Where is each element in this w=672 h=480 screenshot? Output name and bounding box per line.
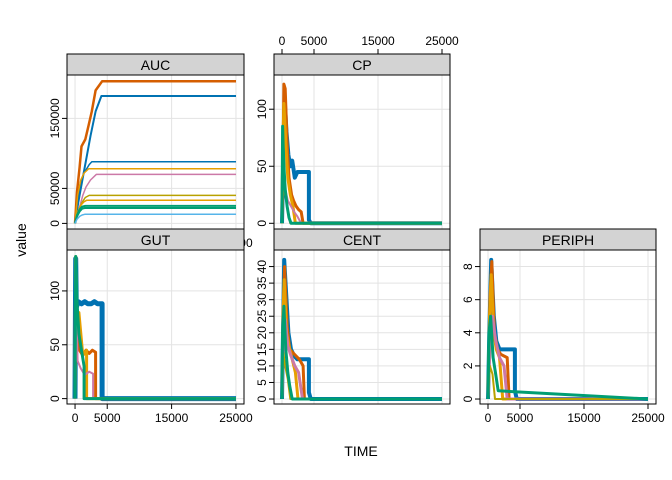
y-tick-label: 4 [461,329,475,336]
y-tick-label: 8 [461,263,475,270]
y-axis-periph: 0 2 4 6 8 [461,263,480,402]
panel-cent: CENT 0 5 10 15 20 25 30 35 40 [255,228,451,405]
series-line-auc-9 [74,207,236,224]
series-line-gut-2 [73,257,236,401]
series-line-cp-5 [281,174,442,225]
y-tick-label: 50 [48,338,62,352]
y-tick-label: 150000 [48,98,62,138]
y-tick-label: 0 [461,395,475,402]
series-line-auc-7 [74,199,236,224]
y-tick-label: 6 [461,296,475,303]
x-tick-label: 5000 [94,411,121,425]
y-tick-label: 50 [255,159,269,173]
y-axis-cp: 0 50 100 [255,99,274,227]
x-tick-label: 0 [279,34,286,48]
series-line-cp-6 [280,124,442,225]
series-line-auc-5 [74,173,236,224]
series-line-cp-2 [280,82,442,225]
panel-periph: PERIPH 0 2 4 6 8 0 5000 15000 25000 [461,228,665,425]
strip-label-periph: PERIPH [542,232,594,248]
x-axis-cp: 0 5000 15000 25000 [279,34,459,54]
y-tick-label: 30 [255,293,269,307]
panel-frame-cp [273,74,451,230]
panels-layer: AUC050000150000050001500025000CP05010005… [48,34,665,425]
gridlines-cp [274,75,450,229]
strip-cent [273,228,451,251]
series-group-cp [280,82,442,226]
series-group-periph [486,257,649,401]
series-line-cp-1 [280,95,442,226]
y-axis-cent: 0 5 10 15 20 25 30 35 40 [255,260,274,402]
y-axis-gut: 0 50 100 [48,281,67,402]
series-line-auc-2 [74,95,236,224]
y-tick-label: 0 [48,220,62,227]
series-line-auc-4 [74,168,236,224]
y-tick-label: 40 [255,260,269,274]
y-tick-label: 0 [48,395,62,402]
y-tick-label: 0 [255,395,269,402]
y-tick-label: 10 [255,359,269,373]
series-line-auc-10 [74,213,236,224]
y-tick-label: 2 [461,362,475,369]
series-line-auc-1 [73,80,236,224]
strip-label-cent: CENT [343,232,382,248]
series-group-gut [72,255,236,402]
series-line-periph-3 [486,273,648,401]
strip-gut [66,228,245,251]
x-tick-label: 5000 [301,34,328,48]
y-tick-label: 25 [255,309,269,323]
series-line-cent-3 [280,278,442,401]
x-tick-label: 0 [72,411,79,425]
y-axis-title: value [13,223,29,257]
y-tick-label: 5 [255,379,269,386]
y-tick-label: 100 [48,281,62,301]
x-tick-label: 25000 [219,411,253,425]
strip-auc [66,53,245,76]
series-group-auc [73,80,236,224]
series-group-cent [280,257,442,401]
x-axis-periph: 0 5000 15000 25000 [485,404,665,425]
panel-gut: GUT 0 50 100 0 5000 15000 25000 [48,228,253,425]
y-tick-label: 50000 [48,171,62,205]
series-line-gut-3 [73,255,236,401]
series-line-cp-3 [280,102,442,225]
y-tick-label: 0 [255,220,269,227]
x-tick-label: 15000 [567,411,601,425]
strip-cp [273,53,451,76]
y-axis-auc: 0 50000 150000 [48,98,67,227]
y-tick-label: 20 [255,326,269,340]
series-line-periph-2 [486,260,648,401]
x-tick-label: 15000 [155,411,189,425]
x-tick-label: 15000 [361,34,395,48]
series-line-cp-4 [281,165,442,225]
series-line-periph-6 [486,314,649,401]
x-tick-label: 25000 [631,411,665,425]
x-tick-label: 0 [485,411,492,425]
strip-label-cp: CP [352,57,371,73]
x-tick-label: 25000 [425,34,459,48]
strip-label-gut: GUT [141,232,171,248]
x-axis-title: TIME [344,443,377,459]
y-tick-label: 35 [255,276,269,290]
panel-cp: CP 0 50 100 0 5000 15000 25000 [255,34,459,230]
gridlines-auc [67,75,244,229]
x-axis-gut: 0 5000 15000 25000 [72,404,253,425]
y-tick-label: 15 [255,342,269,356]
series-line-gut-1 [72,256,236,402]
strip-periph [479,228,657,251]
series-line-periph-1 [486,257,648,401]
series-line-periph-4 [486,314,648,401]
panel-auc: AUC050000150000050001500025000 [48,53,253,250]
strip-label-auc: AUC [141,57,171,73]
series-line-cent-1 [280,257,442,401]
series-line-cent-6 [280,304,442,401]
y-tick-label: 100 [255,99,269,119]
series-line-gut-5 [73,255,236,401]
x-tick-label: 5000 [507,411,534,425]
